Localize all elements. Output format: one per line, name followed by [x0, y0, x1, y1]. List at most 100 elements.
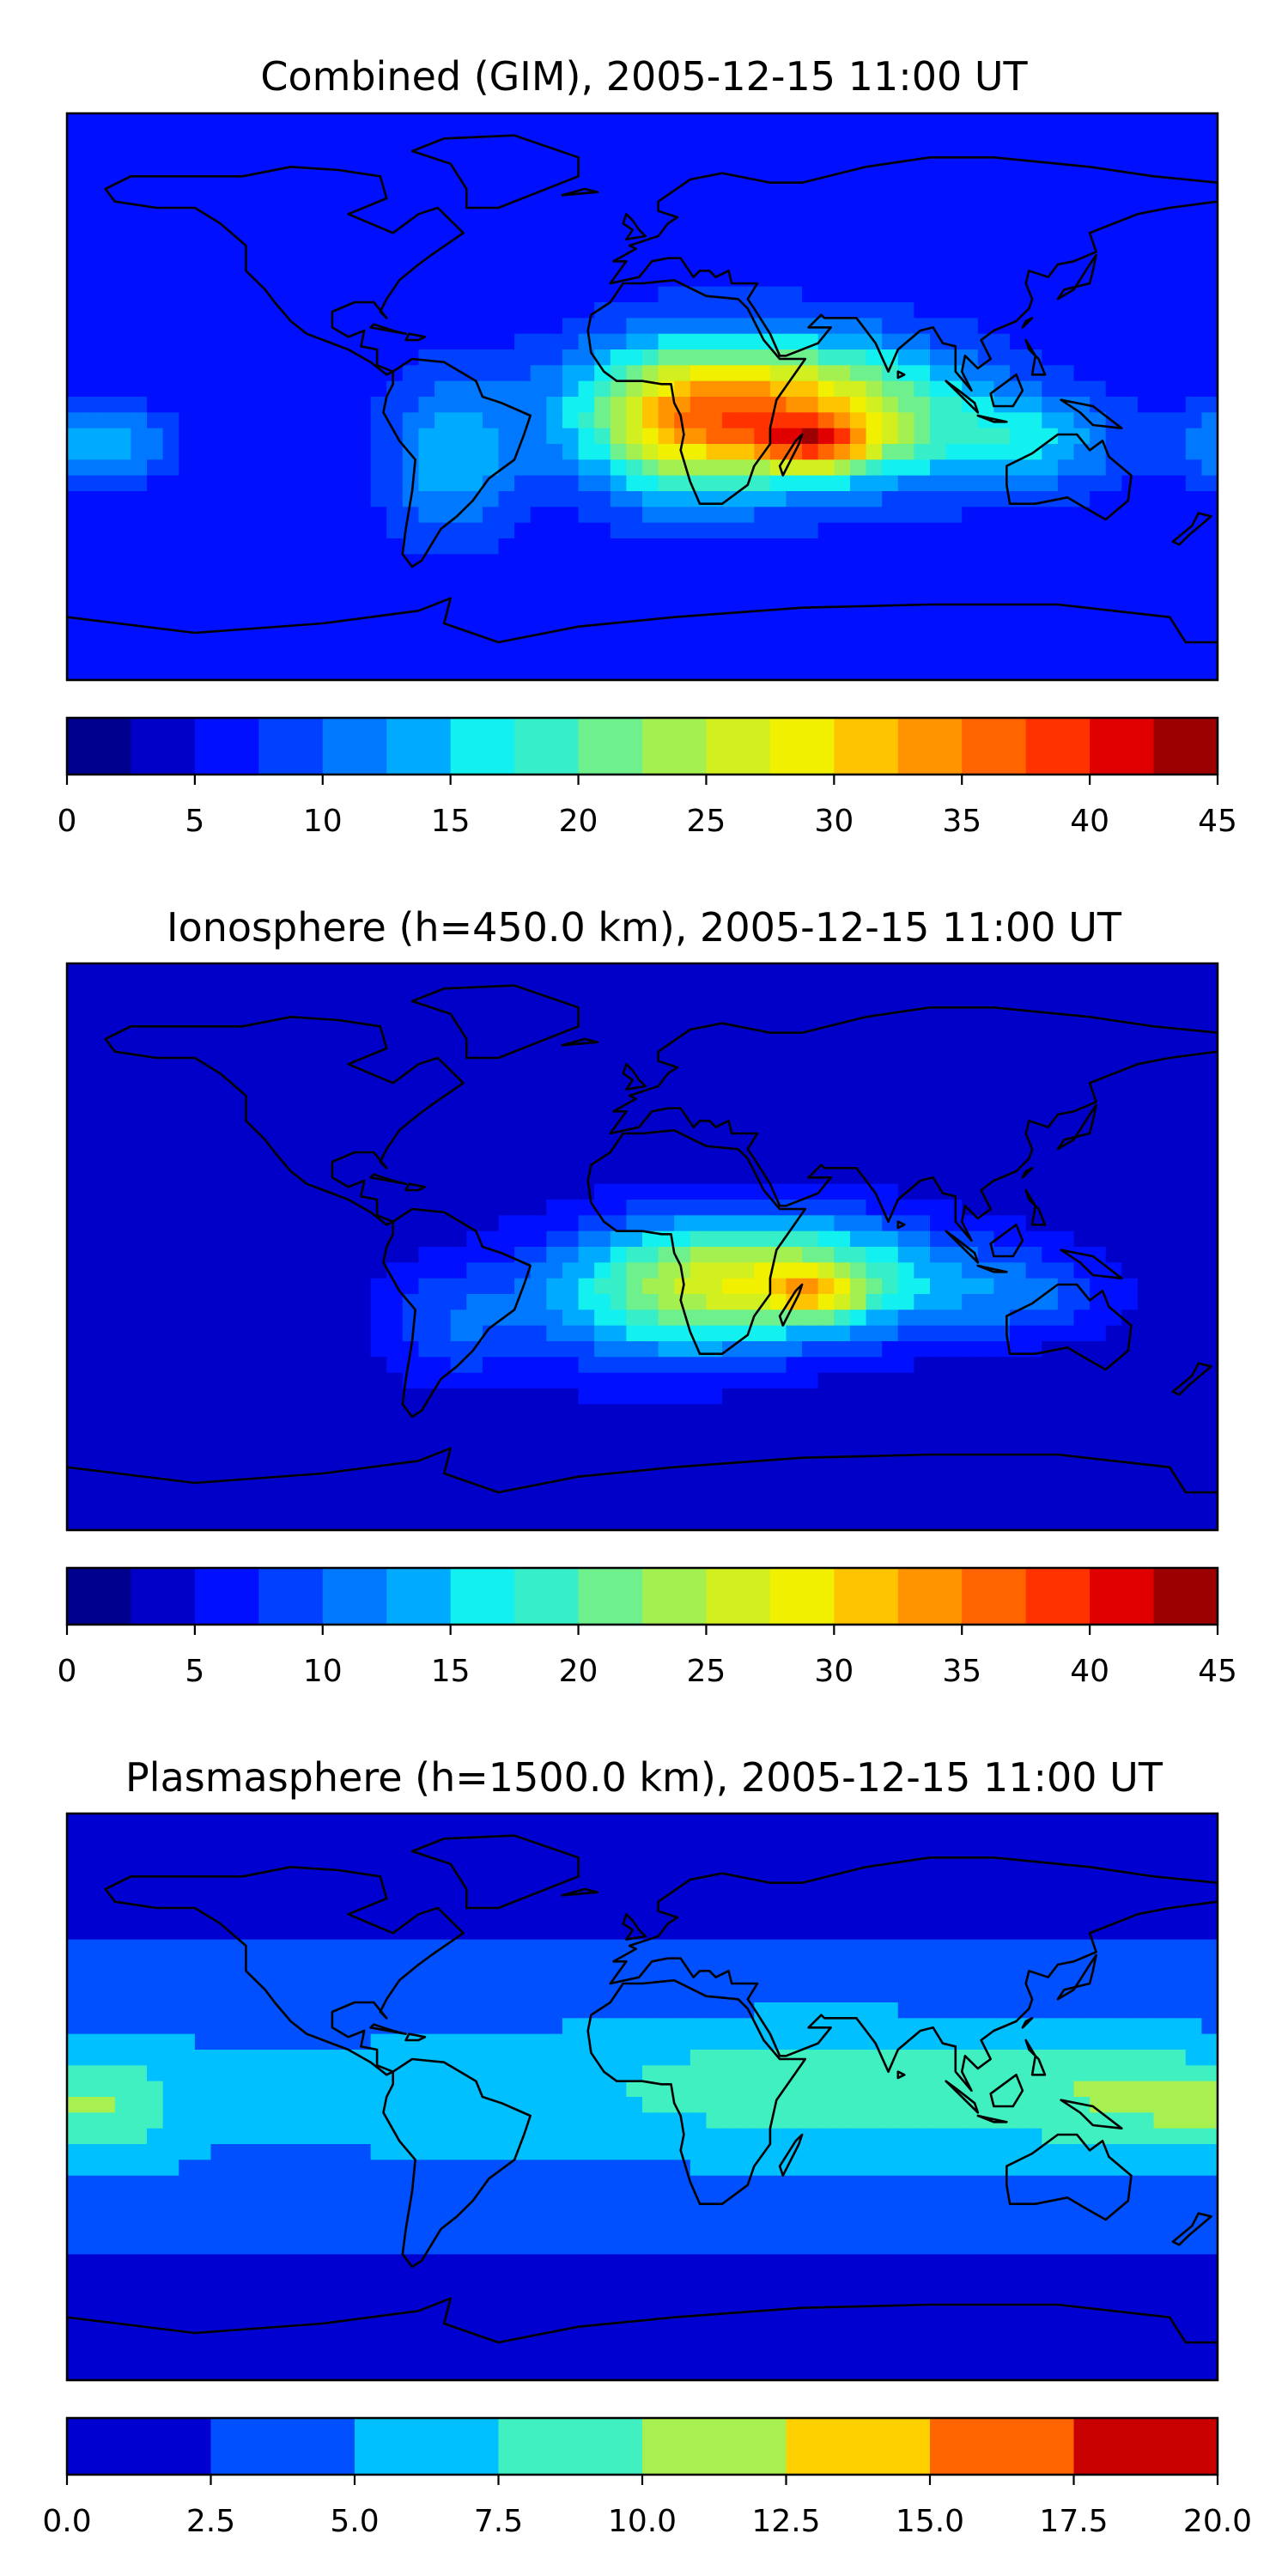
panel2-field-cell: [849, 1341, 867, 1358]
panel2-field-cell: [1153, 1136, 1170, 1153]
panel2-field-cell: [210, 1011, 228, 1027]
panel2-field-cell: [274, 1089, 292, 1106]
panel1-field-cell: [274, 491, 292, 507]
panel2-field-cell: [1057, 1419, 1075, 1437]
panel1-coastlines: [67, 134, 1218, 680]
panel1-field-cell: [434, 648, 452, 665]
panel1-field-cell: [99, 161, 116, 177]
panel1-field-cell: [866, 475, 883, 492]
panel2-field-cell: [642, 1247, 659, 1263]
panel2-field-cell: [1153, 1419, 1170, 1437]
panel1-field-cell: [1201, 491, 1218, 507]
panel1-field-cell: [498, 601, 515, 618]
panel2-field-cell: [546, 1215, 563, 1232]
panel2-field-cell: [258, 1404, 276, 1421]
panel1-field-cell: [82, 475, 100, 492]
panel1-field-cell: [610, 176, 627, 193]
panel2-field-cell: [386, 963, 404, 980]
panel1-field-cell: [1137, 507, 1155, 524]
panel1-field-cell: [578, 333, 595, 350]
panel1-field-cell: [179, 191, 196, 209]
panel2-field-cell: [769, 1042, 787, 1059]
panel1-field-cell: [1201, 633, 1218, 649]
panel1-field-cell: [1153, 270, 1170, 288]
panel2-field-cell: [227, 1436, 244, 1452]
panel2-field-cell: [578, 963, 595, 980]
panel2-field-cell: [1090, 1247, 1107, 1263]
panel1-field-cell: [690, 617, 708, 634]
panel1-field-cell: [977, 444, 995, 460]
panel2-field-cell: [498, 1230, 515, 1248]
panel2-field-cell: [897, 1058, 914, 1074]
panel2-field-cell: [274, 1388, 292, 1405]
panel2-field-cell: [962, 1325, 979, 1342]
panel1-field-cell: [674, 444, 691, 460]
panel1-field-cell: [99, 538, 116, 555]
panel1-field-cell: [194, 349, 212, 366]
panel1-field-cell: [1170, 586, 1187, 602]
panel1-coastline: [586, 278, 807, 506]
panel1-field-cell: [147, 302, 164, 319]
panel2-field-cell: [210, 1341, 228, 1358]
panel2-field-cell: [1121, 1436, 1139, 1452]
panel2-field-cell: [322, 1042, 339, 1059]
panel2-field-cell: [194, 1451, 212, 1468]
panel1-field-cell: [1201, 569, 1218, 586]
panel2-field-cell: [1025, 1357, 1042, 1374]
panel2-field-cell: [769, 1011, 787, 1027]
panel1-field-cell: [930, 349, 947, 366]
panel1-field-cell: [482, 255, 500, 271]
panel1-field-cell: [99, 569, 116, 586]
panel1-field-cell: [242, 286, 259, 303]
panel1-field-cell: [450, 397, 467, 413]
panel1-field-cell: [227, 223, 244, 240]
panel2-field-cell: [962, 979, 979, 996]
panel1-map: [65, 112, 1219, 682]
panel2-field-cell: [1185, 1451, 1202, 1468]
panel1-field-cell: [307, 444, 324, 460]
panel2-field-cell: [658, 994, 675, 1012]
panel1-field-cell: [307, 428, 324, 445]
panel1-field-cell: [1201, 428, 1218, 445]
panel1-field-cell: [338, 349, 355, 366]
panel1-field-cell: [546, 648, 563, 665]
panel2-field-cell: [1105, 1215, 1122, 1232]
panel2-field-cell: [530, 1341, 547, 1358]
panel2-field-cell: [610, 1309, 627, 1327]
panel1-field-cell: [1185, 239, 1202, 256]
panel1-field-cell: [450, 161, 467, 177]
panel2-field-cell: [290, 963, 307, 980]
panel2-field-cell: [1153, 1357, 1170, 1374]
panel1-field-cell: [962, 444, 979, 460]
panel2-field-cell: [866, 1404, 883, 1421]
panel1-field-cell: [355, 129, 372, 146]
panel2-field-cell: [147, 1215, 164, 1232]
panel2-field-cell: [882, 1026, 899, 1043]
panel1-colorbar-swatch: [67, 718, 131, 775]
panel1-field-cell: [338, 586, 355, 602]
panel2-field-cell: [977, 1372, 995, 1389]
panel1-field-cell: [290, 475, 307, 492]
panel2-field-cell: [162, 1215, 179, 1232]
panel1-field-cell: [945, 144, 963, 161]
panel1-field-cell: [402, 507, 420, 524]
panel1-field-cell: [498, 223, 515, 240]
panel1-colorbar-swatch: [706, 718, 771, 775]
panel2-field-cell: [562, 1247, 580, 1263]
panel1-field-cell: [179, 365, 196, 382]
panel2-field-cell: [1073, 1230, 1091, 1248]
panel2-field-cell: [99, 1215, 116, 1232]
panel1-field-cell: [1057, 444, 1075, 460]
panel1-field-cell: [546, 569, 563, 586]
panel1-field-cell: [962, 648, 979, 665]
panel1-field-cell: [210, 491, 228, 507]
panel1-field-cell: [194, 538, 212, 555]
panel2-field-cell: [930, 1341, 947, 1358]
panel1-field-cell: [274, 538, 292, 555]
panel2-field-cell: [355, 1247, 372, 1263]
panel1-field-cell: [147, 522, 164, 539]
panel1-field-cell: [738, 538, 755, 555]
panel1-field-cell: [242, 208, 259, 224]
panel2-field-cell: [786, 1026, 803, 1043]
panel2-field-cell: [466, 1247, 483, 1263]
